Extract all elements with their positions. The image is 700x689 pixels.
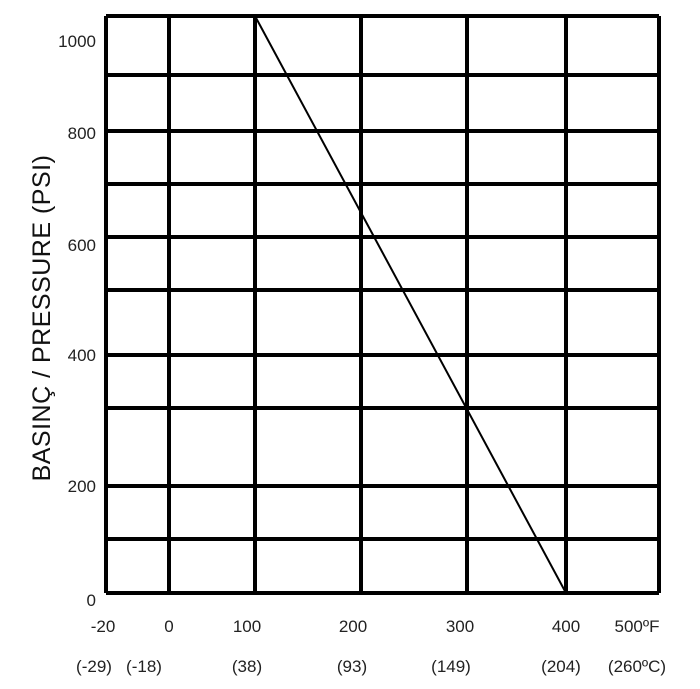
y-tick-label: 800: [68, 124, 96, 143]
x-tick-label-fahrenheit: 400: [552, 617, 580, 636]
y-tick-label: 200: [68, 477, 96, 496]
series-line: [254, 15, 567, 594]
y-tick-labels: 0 200 400 600 800 1000: [58, 32, 96, 610]
x-tick-label-fahrenheit: 0: [164, 617, 173, 636]
series-lines: [254, 15, 567, 594]
y-tick-label: 600: [68, 236, 96, 255]
x-tick-label-fahrenheit: 300: [446, 617, 474, 636]
x-tick-label-celsius: (93): [337, 657, 367, 676]
x-tick-labels: -20 0 100 200 300 400 500ºF (-29) (-18) (38) (93) (…: [76, 617, 666, 676]
y-tick-label: 0: [87, 591, 96, 610]
y-tick-label: 400: [68, 346, 96, 365]
x-tick-label-fahrenheit: 500ºF: [615, 617, 660, 636]
x-tick-label-celsius: (38): [232, 657, 262, 676]
x-tick-label-fahrenheit: 100: [233, 617, 261, 636]
x-tick-label-celsius: (-29): [76, 657, 112, 676]
grid-lines: [104, 14, 661, 595]
x-tick-label-fahrenheit: 200: [339, 617, 367, 636]
x-tick-label-celsius: (204): [541, 657, 581, 676]
x-tick-label-fahrenheit: -20: [91, 617, 116, 636]
y-tick-label: 1000: [58, 32, 96, 51]
x-tick-label-celsius: (-18): [126, 657, 162, 676]
x-tick-label-celsius: (149): [431, 657, 471, 676]
x-tick-label-celsius: (260ºC): [608, 657, 666, 676]
y-axis-label: BASINÇ / PRESSURE (PSI): [28, 155, 56, 482]
